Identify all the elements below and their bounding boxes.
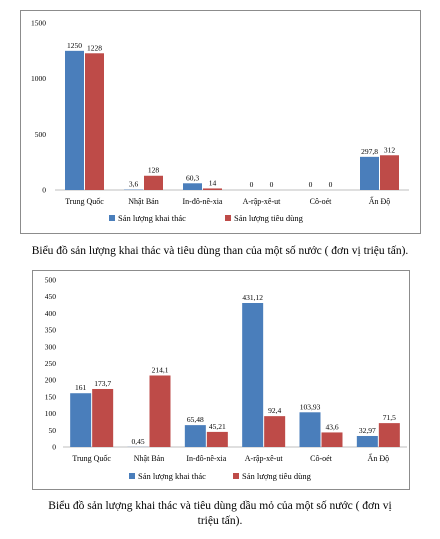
y-tick-label: 450 <box>45 292 57 301</box>
data-label: 3,6 <box>129 180 139 189</box>
bar-extraction <box>184 425 206 447</box>
bar-consumption <box>92 388 114 447</box>
x-category-label: Trung Quốc <box>65 197 104 206</box>
coal-chart-caption: Biểu đồ sản lượng khai thác và tiêu dùng… <box>31 245 409 257</box>
legend-label: Sản lượng khai thác <box>118 213 186 223</box>
bar-extraction <box>299 412 321 447</box>
data-label: 65,48 <box>187 415 204 424</box>
y-tick-label: 100 <box>45 409 57 418</box>
x-category-label: A-rập-xê-ut <box>243 197 282 206</box>
y-tick-label: 250 <box>45 359 57 368</box>
y-tick-label: 500 <box>35 130 47 139</box>
bar-extraction <box>242 303 264 447</box>
legend-swatch <box>225 215 231 221</box>
data-label: 1228 <box>87 43 102 52</box>
bar-extraction <box>356 435 378 447</box>
bar-extraction <box>360 156 379 190</box>
x-category-label: Cô-oét <box>310 454 333 463</box>
oil-chart: 0 50 100 150 200 250 300 350 400 450 500 161 173,7 Tr… <box>45 276 407 481</box>
legend-label: Sản lượng tiêu dùng <box>234 213 304 223</box>
y-tick-label: 300 <box>45 342 57 351</box>
oil-chart-frame: 0 50 100 150 200 250 300 350 400 450 500 161 173,7 Tr… <box>32 270 410 490</box>
data-label: 297,8 <box>361 147 378 156</box>
y-tick-label: 0 <box>42 186 46 195</box>
y-tick-label: 1000 <box>31 74 46 83</box>
legend-label: Sản lượng tiêu dùng <box>242 471 312 481</box>
bar-consumption <box>203 188 222 190</box>
x-category-label: In-đô-nê-xia <box>183 197 223 206</box>
bar-consumption <box>85 53 104 190</box>
x-category-label: Ấn Độ <box>369 196 391 206</box>
data-label: 14 <box>209 178 217 187</box>
data-label: 45,21 <box>209 422 226 431</box>
data-label: 0 <box>270 180 274 189</box>
bar-consumption <box>149 375 171 447</box>
data-label: 43,6 <box>325 422 338 431</box>
data-label: 128 <box>148 166 160 175</box>
bar-consumption <box>321 432 343 447</box>
data-label: 0,45 <box>131 437 144 446</box>
data-label: 0 <box>250 180 254 189</box>
y-tick-label: 150 <box>45 392 57 401</box>
coal-chart-frame: 0 500 1000 1500 1250 1228 Trung Quốc 3,6 128 Nhật… <box>20 10 421 234</box>
y-tick-label: 50 <box>49 426 57 435</box>
x-category-label: A-rập-xê-ut <box>245 454 284 463</box>
data-label: 312 <box>384 145 396 154</box>
data-label: 103,93 <box>300 402 321 411</box>
y-tick-label: 200 <box>45 376 57 385</box>
data-label: 0 <box>309 180 313 189</box>
oil-chart-caption: Biểu đồ sản lượng khai thác và tiêu dùng… <box>48 500 392 527</box>
data-label: 1250 <box>67 41 82 50</box>
bar-extraction <box>70 393 92 447</box>
x-category-label: Nhật Bản <box>128 197 158 206</box>
data-label: 0 <box>329 180 333 189</box>
data-label: 32,97 <box>359 426 376 435</box>
bar-consumption <box>378 423 400 447</box>
data-label: 71,5 <box>383 413 396 422</box>
x-category-label: Ấn Độ <box>368 453 390 463</box>
bar-extraction <box>65 50 84 191</box>
bar-consumption <box>264 416 286 447</box>
data-label: 173,7 <box>94 379 111 388</box>
y-tick-label: 350 <box>45 326 57 335</box>
y-tick-label: 400 <box>45 309 57 318</box>
data-label: 431,12 <box>242 293 263 302</box>
y-tick-label: 500 <box>45 276 57 285</box>
data-label: 161 <box>75 383 87 392</box>
y-tick-label: 0 <box>52 443 56 452</box>
bar-consumption <box>380 155 399 190</box>
y-tick-label: 1500 <box>31 19 46 28</box>
bar-consumption <box>206 431 228 447</box>
legend-swatch <box>129 473 135 479</box>
data-label: 214,1 <box>152 365 169 374</box>
legend-swatch <box>109 215 115 221</box>
coal-chart: 0 500 1000 1500 1250 1228 Trung Quốc 3,6 128 Nhật… <box>31 19 409 223</box>
data-label: 92,4 <box>268 406 281 415</box>
x-category-label: Nhật Bản <box>134 454 164 463</box>
x-category-label: Trung Quốc <box>72 454 111 463</box>
x-category-label: In-đô-nê-xia <box>186 454 226 463</box>
data-label: 60,3 <box>186 173 199 182</box>
bar-consumption <box>144 175 163 190</box>
x-category-label: Cô-oét <box>310 197 333 206</box>
legend-label: Sản lượng khai thác <box>138 471 206 481</box>
legend-swatch <box>233 473 239 479</box>
bar-extraction <box>183 183 202 190</box>
